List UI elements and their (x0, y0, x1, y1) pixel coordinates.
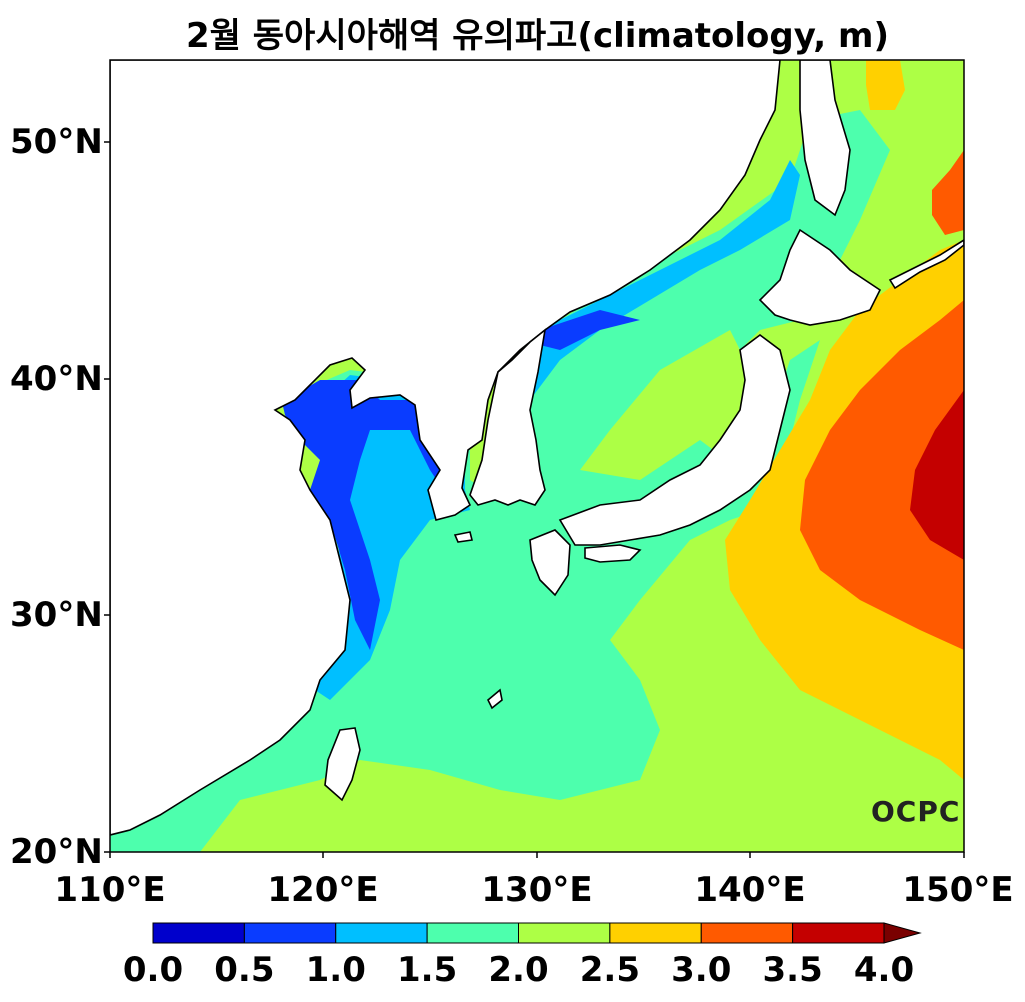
colorbar-swatch (792, 922, 885, 944)
contour-0p5-1p0-north (540, 310, 640, 350)
colorbar-swatch (700, 922, 794, 944)
okinawa (487, 688, 503, 710)
kuril (888, 239, 964, 290)
china-mainland (110, 60, 781, 836)
colorbar-tick-label: 0.5 (214, 950, 275, 990)
colorbar-swatch (426, 922, 519, 944)
colorbar (152, 922, 922, 944)
colorbar-swatch (243, 922, 337, 944)
axis-ticks (104, 141, 965, 858)
map-title: 2월 동아시아해역 유의파고(climatology, m) (186, 16, 889, 56)
colorbar-tick-label: 2.0 (488, 950, 549, 990)
contour-1p5-2p0 (110, 110, 890, 852)
colorbar-tick-label: 3.5 (762, 950, 823, 990)
sakhalin (799, 60, 851, 217)
contour-3p0-3p5-north (932, 150, 964, 235)
colorbar-tick-label: 1.5 (397, 950, 458, 990)
lon-label-110: 110°E (54, 870, 166, 910)
contour-2p5-3p0-north (866, 60, 905, 110)
jeju (453, 531, 473, 543)
colorbar-tick-label: 0.0 (122, 950, 184, 990)
colorbar-extend-arrow (883, 922, 922, 944)
japan-hokkaido (758, 228, 882, 326)
lat-label-50: 50°N (10, 122, 103, 162)
contour-1p0-1p5-east (500, 160, 800, 490)
land (110, 60, 964, 836)
colorbar-tick-label: 1.0 (305, 950, 366, 990)
lat-label-30: 30°N (10, 595, 103, 635)
lon-label-150: 150°E (902, 870, 1014, 910)
ocpc-logo: OCPC (871, 795, 961, 828)
colorbar-tick-label: 2.5 (579, 950, 640, 990)
colorbar-tick-label: 4.0 (853, 950, 915, 990)
colorbar-swatch (335, 922, 428, 944)
contour-3p5-4p0 (910, 390, 964, 560)
contour-0p5-1p0 (282, 380, 465, 650)
colorbar-swatch (609, 922, 702, 944)
lon-label-140: 140°E (694, 870, 806, 910)
japan-kyushu (529, 529, 571, 597)
lon-label-120: 120°E (267, 870, 379, 910)
lon-label-130: 130°E (481, 870, 593, 910)
taiwan (324, 727, 361, 802)
colorbar-tick-label: 3.0 (671, 950, 732, 990)
japan-shikoku (584, 544, 642, 563)
colorbar-swatch (152, 922, 245, 944)
japan-honshu (558, 334, 791, 546)
korea (469, 328, 547, 506)
lat-label-20: 20°N (10, 832, 103, 872)
lat-label-40: 40°N (10, 359, 103, 399)
colorbar-swatch (518, 922, 611, 944)
contour-3p0-3p5 (800, 300, 964, 650)
